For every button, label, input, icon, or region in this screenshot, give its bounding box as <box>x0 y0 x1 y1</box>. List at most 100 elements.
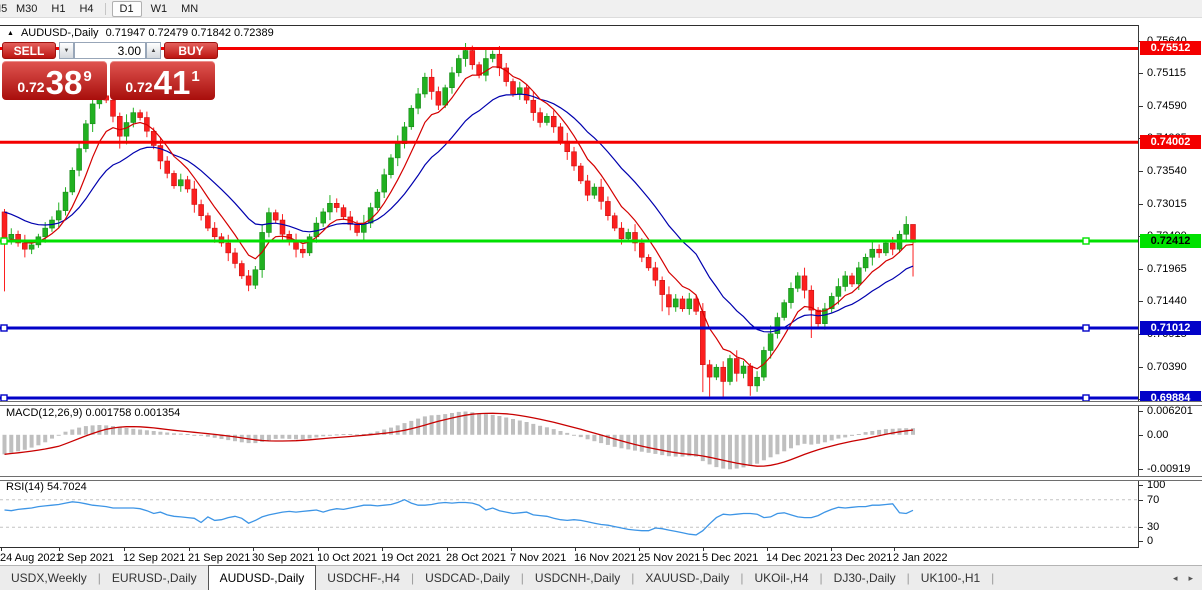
buy-button[interactable]: BUY <box>164 42 218 59</box>
macd-hist-bar <box>572 434 576 436</box>
candle-body <box>795 275 801 289</box>
tab-usdchf-h4[interactable]: USDCHF-,H4 <box>327 571 400 585</box>
macd-chart-canvas[interactable] <box>0 404 1138 476</box>
timeframe-button-H4[interactable]: H4 <box>79 2 94 15</box>
macd-hist-bar <box>599 434 604 444</box>
macd-hist-bar <box>463 411 468 435</box>
macd-hist-bar <box>368 432 373 435</box>
tab-divider: | <box>819 571 823 585</box>
candle-body <box>856 267 862 285</box>
macd-hist-bar <box>558 431 563 435</box>
macd-hist-bar <box>307 434 312 439</box>
macd-hist-bar <box>870 431 875 435</box>
candle-body <box>232 252 238 264</box>
candle-body <box>89 103 96 125</box>
sell-price-display[interactable]: 0.72 38 9 <box>2 61 107 100</box>
macd-hist-bar <box>2 434 7 455</box>
volume-increase-button[interactable]: ▲ <box>146 42 161 59</box>
candle-body <box>198 204 204 216</box>
macd-hist-bar <box>795 434 800 446</box>
timeframe-button-D1[interactable]: D1 <box>111 0 142 17</box>
macd-hist-bar <box>490 414 495 435</box>
candle-body <box>327 203 333 213</box>
volume-decrease-button[interactable]: ▼ <box>59 42 74 59</box>
macd-pane-divider[interactable] <box>0 401 1202 406</box>
price-line-label[interactable]: 0.75512 <box>1140 41 1201 55</box>
buy-price-display[interactable]: 0.72 41 1 <box>110 61 215 100</box>
candle-body <box>55 210 62 221</box>
axis-tick-mark <box>1139 301 1143 302</box>
candle-body <box>388 157 394 175</box>
macd-hist-bar <box>334 434 339 436</box>
rsi-tick-label: 0 <box>1147 535 1154 547</box>
rsi-chart-canvas[interactable] <box>0 479 1138 548</box>
tab-scroll-left-icon[interactable]: ◂ <box>1172 572 1178 583</box>
candle-body <box>117 116 123 137</box>
macd-hist-bar <box>287 434 292 439</box>
date-label: 14 Dec 2021 <box>766 552 829 564</box>
macd-hist-bar <box>761 434 766 461</box>
macd-hist-bar <box>321 434 326 437</box>
candle-body <box>239 263 245 277</box>
candle-body <box>381 174 387 193</box>
macd-hist-bar <box>850 434 854 436</box>
price-axis[interactable]: 0.756400.751150.745900.740650.735400.730… <box>1138 25 1202 548</box>
candle-body <box>605 201 611 216</box>
macd-hist-bar <box>605 434 610 445</box>
macd-hist-bar <box>348 434 353 435</box>
candle-body <box>69 170 76 193</box>
date-label: 21 Sep 2021 <box>188 552 251 564</box>
macd-hist-bar <box>409 420 414 435</box>
rsi-pane-divider[interactable] <box>0 476 1202 481</box>
tab-uk100-h1[interactable]: UK100-,H1 <box>920 571 981 585</box>
tab-usdx-weekly[interactable]: USDX,Weekly <box>11 571 87 585</box>
candle-body <box>578 165 584 182</box>
tab-usdcnh-daily[interactable]: USDCNH-,Daily <box>534 571 621 585</box>
candle-body <box>211 227 218 238</box>
macd-hist-bar <box>890 428 895 435</box>
timeframe-button-clipped[interactable]: M5 <box>0 2 8 15</box>
candle-body <box>442 87 448 106</box>
volume-input[interactable]: 3.00 <box>74 42 146 59</box>
main-chart-canvas[interactable] <box>0 25 1138 402</box>
macd-hist-bar <box>504 417 509 435</box>
date-tick-mark <box>59 548 60 551</box>
tab-dj30-daily[interactable]: DJ30-,Daily <box>833 571 896 585</box>
tab-divider: | <box>991 571 995 585</box>
ma-slow-line <box>4 93 914 333</box>
tab-eurusd-daily[interactable]: EURUSD-,Daily <box>111 571 197 585</box>
candle-body <box>706 364 713 378</box>
date-label: 28 Oct 2021 <box>446 552 506 564</box>
panel-collapse-icon[interactable]: ▲ <box>7 29 14 37</box>
candle-body <box>842 275 848 287</box>
spin-up-icon: ▲ <box>150 47 157 54</box>
tab-ukoil-h4[interactable]: UKOil-,H4 <box>754 571 809 585</box>
candle-body <box>889 242 896 250</box>
timeframe-button-W1[interactable]: W1 <box>150 2 168 15</box>
candle-body <box>781 302 787 318</box>
tab-usdcad-daily[interactable]: USDCAD-,Daily <box>425 571 510 585</box>
candle-body <box>483 58 489 76</box>
sell-button[interactable]: SELL <box>2 42 56 59</box>
date-tick-mark <box>831 548 832 551</box>
timeframe-button-M30[interactable]: M30 <box>16 2 38 15</box>
candle-body <box>618 227 625 239</box>
tab-scroll-arrows: ◂ ▸ <box>1173 573 1202 584</box>
price-line-label[interactable]: 0.74002 <box>1140 135 1201 149</box>
macd-hist-bar <box>90 425 95 435</box>
price-tick-label: 0.75115 <box>1147 67 1186 79</box>
tab-scroll-right-icon[interactable]: ▸ <box>1188 572 1193 583</box>
date-label: 30 Sep 2021 <box>252 552 315 564</box>
candle-body <box>333 203 340 208</box>
candle-body <box>747 365 754 387</box>
timeframe-button-MN[interactable]: MN <box>181 2 199 15</box>
price-line-label[interactable]: 0.71012 <box>1140 321 1201 335</box>
macd-values: 0.001758 0.001354 <box>85 407 181 419</box>
candle-body <box>130 112 137 123</box>
macd-hist-bar <box>653 434 658 454</box>
timeframe-button-H1[interactable]: H1 <box>51 2 66 15</box>
tab-audusd-daily[interactable]: AUDUSD-,Daily <box>207 565 317 590</box>
date-axis[interactable]: 24 Aug 2021 2 Sep 2021 12 Sep 2021 21 Sep 2… <box>0 548 1138 565</box>
price-line-label[interactable]: 0.72412 <box>1140 234 1201 248</box>
tab-xauusd-daily[interactable]: XAUUSD-,Daily <box>645 571 730 585</box>
